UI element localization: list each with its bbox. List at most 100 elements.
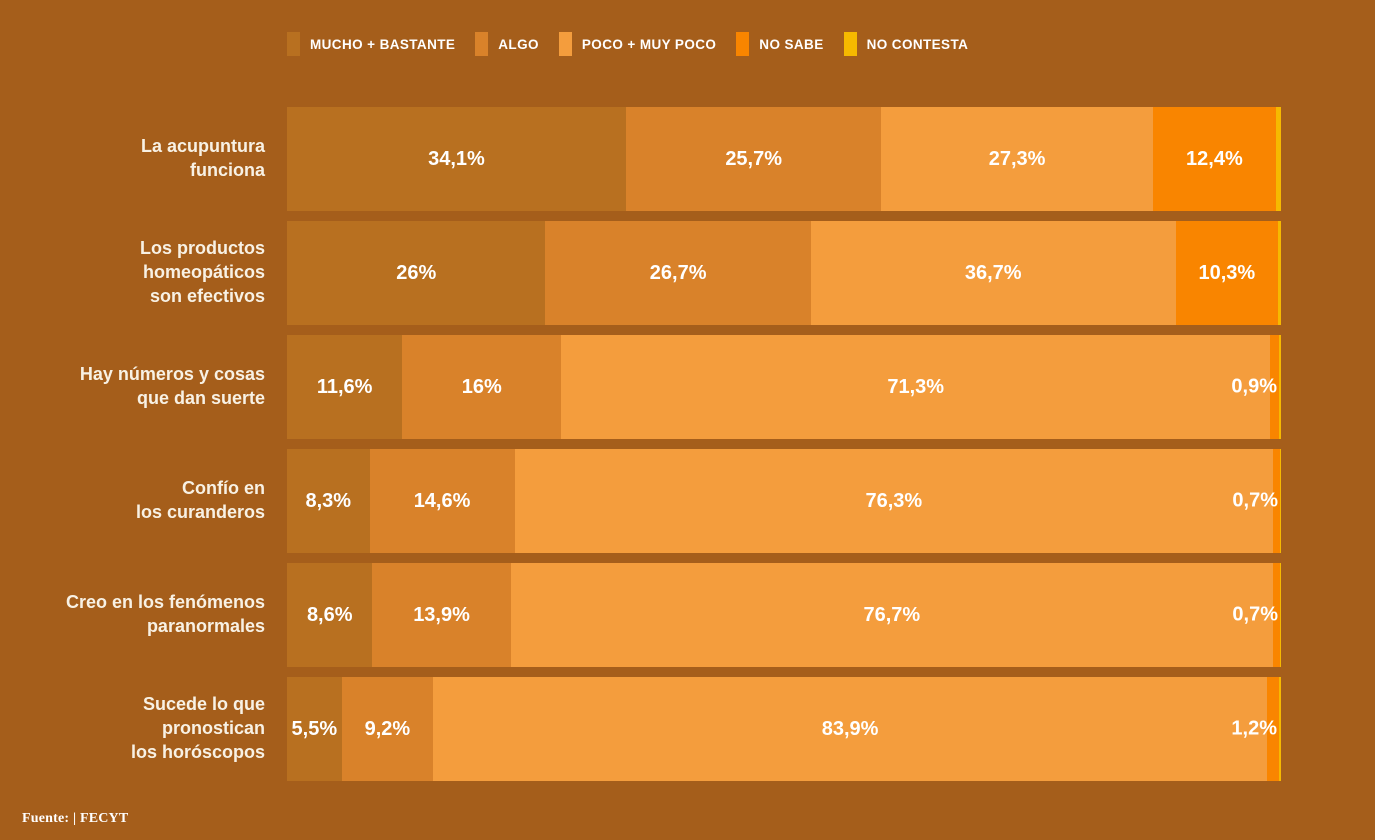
category-label-line: los horóscopos xyxy=(130,741,265,762)
stacked-bar: 11,6% 16% 71,3% 0,9% xyxy=(287,335,1281,439)
bar-segment-poco_muy_poco: 76,7% xyxy=(510,563,1274,667)
legend-item-poco_muy_poco: POCO + MUY POCO xyxy=(558,32,717,56)
bar-row: Creo en los fenómenos paranormales 8,6% 13,… xyxy=(0,563,1281,667)
segment-value-label: 16% xyxy=(461,375,502,398)
segment-value-label: 10,3% xyxy=(1198,261,1256,284)
segment-value-label: 0,9% xyxy=(1231,375,1278,398)
segment-value-label: 83,9% xyxy=(821,717,879,740)
segment-value-label: 25,7% xyxy=(725,147,783,170)
segment-value-label: 1,2% xyxy=(1231,717,1278,740)
category-label-line: Sucede lo que xyxy=(142,694,265,715)
segment-value-label: 34,1% xyxy=(428,147,485,170)
bar-row: Confío en los curanderos 8,3% 14,6% 76,3% 0,7… xyxy=(0,449,1281,553)
legend-swatch-no_contesta-icon xyxy=(843,32,857,56)
segment-value-label: 26% xyxy=(396,261,437,284)
category-label: Creo en los fenómenos paranormales xyxy=(0,563,287,667)
segment-value-label: 13,9% xyxy=(413,603,470,626)
bar-segment-no_contesta xyxy=(1279,563,1281,667)
bar-segment-mucho_bastante: 11,6% xyxy=(287,335,403,439)
category-label-line: que dan suerte xyxy=(136,388,265,408)
category-label-line: Creo en los fenómenos xyxy=(65,592,265,613)
bar-segment-no_contesta xyxy=(1278,221,1281,325)
category-label-line: pronostican xyxy=(161,718,265,739)
category-label-line: homeopáticos xyxy=(142,262,265,283)
chart-rows: La acupuntura funciona 34,1% 25,7% 27,3% 12,4… xyxy=(0,107,1281,791)
bar-segment-no_contesta xyxy=(1276,107,1281,211)
legend-label: MUCHO + BASTANTE xyxy=(310,36,456,52)
bar-segment-no_sabe: 10,3% xyxy=(1175,221,1278,325)
bar-segment-mucho_bastante: 26% xyxy=(287,221,546,325)
category-label-line: los curanderos xyxy=(135,502,265,522)
legend-item-mucho_bastante: MUCHO + BASTANTE xyxy=(287,32,455,56)
category-label: Hay números y cosas que dan suerte xyxy=(0,335,287,439)
bar-row: La acupuntura funciona 34,1% 25,7% 27,3% 12,4… xyxy=(0,107,1281,211)
bar-segment-no_contesta xyxy=(1278,677,1281,781)
stacked-bar: 26% 26,7% 36,7% 10,3% xyxy=(287,221,1281,325)
bar-row: Los productos homeopáticos son efectivos 26… xyxy=(0,221,1281,325)
category-label-line: paranormales xyxy=(146,616,265,636)
segment-value-label: 36,7% xyxy=(964,261,1022,284)
segment-value-label: 12,4% xyxy=(1186,147,1243,170)
stacked-bar: 34,1% 25,7% 27,3% 12,4% xyxy=(287,107,1281,211)
bar-segment-algo: 25,7% xyxy=(625,107,882,211)
category-label-line: Confío en xyxy=(182,478,265,499)
category-label-line: La acupuntura xyxy=(140,136,265,157)
bar-segment-mucho_bastante: 5,5% xyxy=(287,677,342,781)
stacked-bar: 8,3% 14,6% 76,3% 0,7% xyxy=(287,449,1281,553)
legend-swatch-mucho_bastante-icon xyxy=(287,32,300,56)
bar-segment-no_sabe xyxy=(1270,335,1279,439)
bar-segment-no_contesta xyxy=(1278,335,1281,439)
legend-label: NO CONTESTA xyxy=(866,36,969,52)
category-label-line: Hay números y cosas xyxy=(79,364,265,385)
legend-label: POCO + MUY POCO xyxy=(581,36,717,52)
legend-item-no_sabe: NO SABE xyxy=(736,32,823,56)
segment-value-label: 5,5% xyxy=(291,717,338,740)
segment-value-label: 11,6% xyxy=(316,375,373,398)
legend: MUCHO + BASTANTE ALGO POCO + MUY POCO NO SA… xyxy=(287,32,968,56)
segment-value-label: 8,6% xyxy=(306,603,353,626)
segment-value-label: 0,7% xyxy=(1232,489,1279,512)
category-label-line: funciona xyxy=(190,160,265,180)
bar-segment-poco_muy_poco: 83,9% xyxy=(433,677,1268,781)
bar-segment-poco_muy_poco: 76,3% xyxy=(514,449,1274,553)
legend-swatch-poco_muy_poco-icon xyxy=(558,32,572,56)
category-label: Sucede lo que pronostican los horóscopos xyxy=(0,677,287,781)
category-label-line: Los productos xyxy=(140,238,265,259)
bar-segment-no_sabe xyxy=(1273,449,1280,553)
category-label: La acupuntura funciona xyxy=(0,107,287,211)
bar-segment-mucho_bastante: 8,6% xyxy=(287,563,373,667)
segment-value-label: 27,3% xyxy=(988,147,1046,170)
bar-segment-algo: 9,2% xyxy=(341,677,434,781)
bar-segment-poco_muy_poco: 36,7% xyxy=(810,221,1176,325)
category-label-line: son efectivos xyxy=(149,285,265,306)
legend-item-algo: ALGO xyxy=(475,32,539,56)
legend-label: ALGO xyxy=(498,36,539,52)
bar-segment-poco_muy_poco: 71,3% xyxy=(561,335,1271,439)
bar-segment-no_contesta xyxy=(1279,449,1281,553)
source-note: Fuente: | FECYT xyxy=(22,811,129,826)
bar-segment-algo: 26,7% xyxy=(545,221,811,325)
segment-value-label: 8,3% xyxy=(305,489,352,512)
category-label: Los productos homeopáticos son efectivos xyxy=(0,221,287,325)
segment-value-label: 71,3% xyxy=(887,375,945,398)
bar-segment-algo: 16% xyxy=(402,335,562,439)
segment-value-label: 26,7% xyxy=(649,261,707,284)
bar-row: Sucede lo que pronostican los horóscopos 5,… xyxy=(0,677,1281,781)
bar-segment-no_sabe xyxy=(1267,677,1279,781)
segment-value-label: 0,7% xyxy=(1232,603,1279,626)
legend-label: NO SABE xyxy=(759,36,824,52)
bar-segment-no_sabe: 12,4% xyxy=(1152,107,1277,211)
bar-segment-algo: 13,9% xyxy=(372,563,511,667)
bar-segment-mucho_bastante: 8,3% xyxy=(287,449,370,553)
segment-value-label: 9,2% xyxy=(364,717,411,740)
bar-segment-no_sabe xyxy=(1273,563,1280,667)
stacked-bar: 5,5% 9,2% 83,9% 1,2% xyxy=(287,677,1281,781)
bar-segment-algo: 14,6% xyxy=(369,449,515,553)
bar-segment-mucho_bastante: 34,1% xyxy=(287,107,626,211)
bar-segment-poco_muy_poco: 27,3% xyxy=(881,107,1153,211)
legend-swatch-algo-icon xyxy=(475,32,489,56)
bar-row: Hay números y cosas que dan suerte 11,6% 16… xyxy=(0,335,1281,439)
legend-item-no_contesta: NO CONTESTA xyxy=(843,32,969,56)
segment-value-label: 76,3% xyxy=(865,489,923,512)
